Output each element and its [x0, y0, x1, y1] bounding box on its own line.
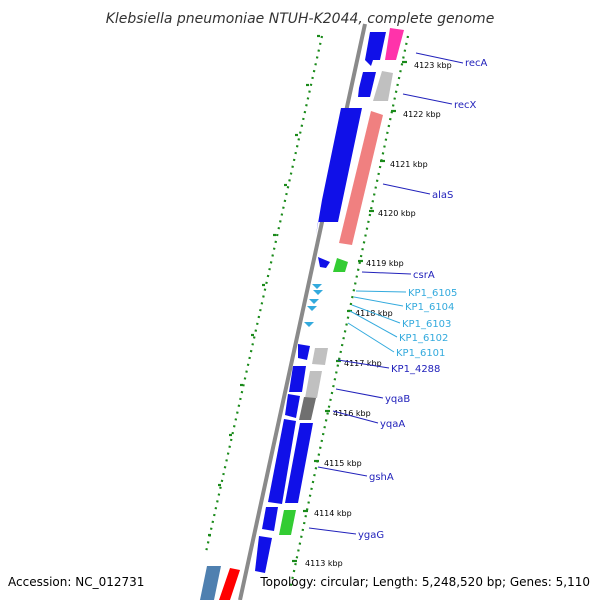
gene-label-ygag[interactable]: ygaG — [358, 530, 384, 541]
gene-feature[interactable] — [268, 419, 296, 504]
gene-feature[interactable] — [289, 366, 306, 392]
gene-label-kp1-6103[interactable]: KP1_6103 — [402, 319, 451, 330]
gene-feature[interactable] — [365, 32, 386, 66]
gene-features-inner[interactable] — [200, 32, 386, 600]
gene-feature[interactable] — [219, 568, 240, 600]
gene-feature[interactable] — [318, 257, 330, 268]
kbp-label: 4119 kbp — [366, 259, 404, 268]
gene-feature[interactable] — [333, 258, 348, 272]
gene-feature[interactable] — [299, 397, 316, 420]
gene-feature[interactable] — [298, 344, 310, 360]
gene-label-yqab[interactable]: yqaB — [385, 394, 410, 405]
gene-feature[interactable] — [358, 72, 376, 97]
gene-feature[interactable] — [279, 510, 296, 535]
gene-feature[interactable] — [305, 371, 322, 398]
gene-label-kp1-6104[interactable]: KP1_6104 — [405, 302, 454, 313]
kp1-markers[interactable] — [304, 284, 323, 327]
gene-label-kp1-6105[interactable]: KP1_6105 — [408, 288, 457, 299]
kbp-label: 4121 kbp — [390, 160, 428, 169]
gene-label-csra[interactable]: csrA — [413, 270, 435, 281]
genome-title: Klebsiella pneumoniae NTUH-K2044, comple… — [106, 11, 495, 27]
gene-label-gsha[interactable]: gshA — [369, 472, 394, 483]
gene-feature[interactable] — [316, 108, 362, 235]
genome-info-text: Topology: circular; Length: 5,248,520 bp… — [259, 575, 590, 589]
gene-label-kp1-6102[interactable]: KP1_6102 — [399, 333, 448, 344]
gene-label-yqaa[interactable]: yqaA — [380, 419, 405, 430]
gene-label-reca[interactable]: recA — [465, 58, 488, 69]
kbp-label: 4115 kbp — [324, 459, 362, 468]
gene-feature[interactable] — [255, 536, 272, 573]
gene-features-outer[interactable] — [219, 28, 404, 600]
gene-label-recx[interactable]: recX — [454, 100, 477, 111]
gene-label-alas[interactable]: alaS — [432, 190, 453, 201]
kbp-label: 4114 kbp — [314, 509, 352, 518]
kbp-label: 4122 kbp — [403, 110, 441, 119]
gene-feature[interactable] — [200, 566, 221, 600]
gene-label-kp1-4288[interactable]: KP1_4288 — [391, 364, 440, 375]
gene-feature[interactable] — [262, 507, 278, 531]
gene-label-kp1-6101[interactable]: KP1_6101 — [396, 348, 445, 359]
kbp-label: 4123 kbp — [414, 61, 452, 70]
outer-major-ticks — [292, 60, 407, 563]
gene-feature[interactable] — [285, 423, 313, 503]
accession-text: Accession: NC_012731 — [8, 575, 144, 589]
gene-feature[interactable] — [312, 348, 328, 365]
kbp-label: 4113 kbp — [305, 559, 343, 568]
inner-major-ticks — [208, 34, 320, 537]
gene-leader-lines — [308, 52, 464, 535]
gene-feature[interactable] — [339, 111, 383, 245]
kbp-label: 4116 kbp — [333, 409, 371, 418]
gene-feature[interactable] — [373, 71, 393, 101]
gene-feature[interactable] — [285, 394, 300, 418]
kbp-label: 4120 kbp — [378, 209, 416, 218]
gene-feature[interactable] — [385, 28, 404, 60]
gene-labels[interactable]: recA recX alaS csrA KP1_6105 KP1_6104 KP… — [358, 58, 488, 541]
